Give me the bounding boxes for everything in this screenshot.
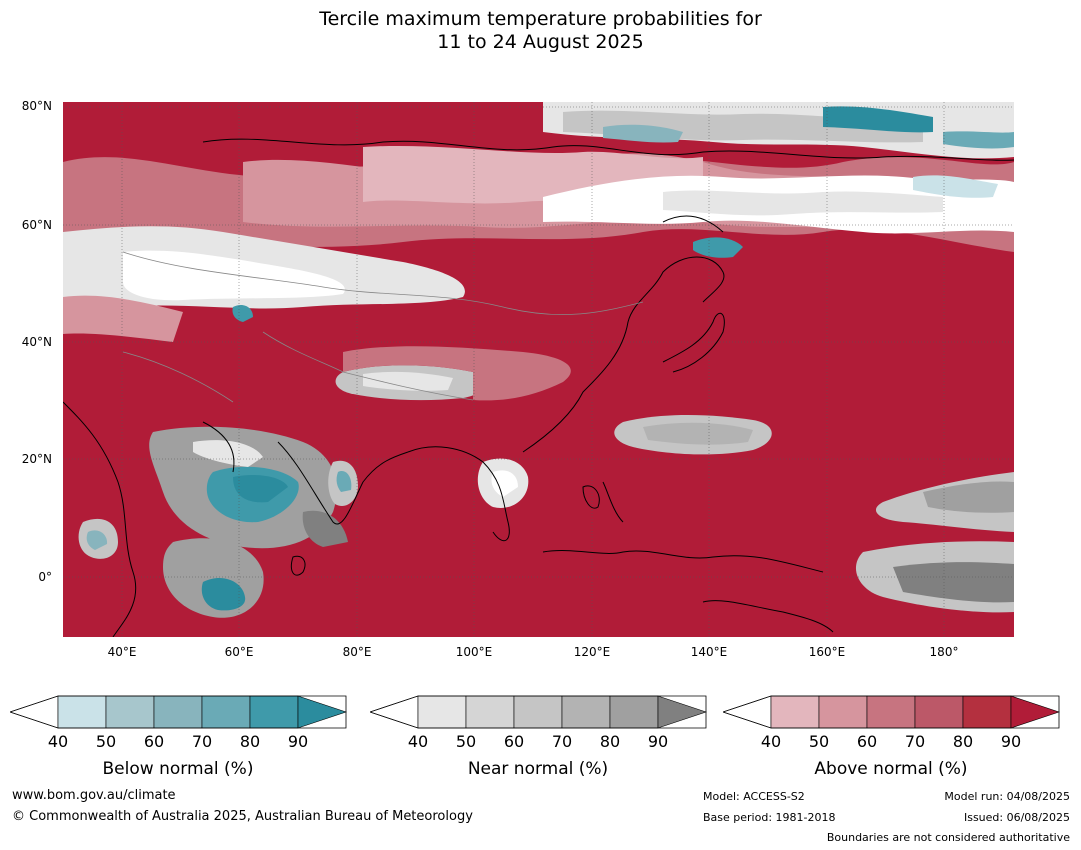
graticule	[63, 102, 1014, 637]
copyright-text: © Commonwealth of Australia 2025, Austra…	[12, 809, 473, 824]
near-tick-70: 70	[551, 732, 573, 751]
lon-label-160e: 160°E	[808, 645, 846, 659]
below-tick-40: 40	[47, 732, 69, 751]
lon-label-100e: 100°E	[455, 645, 493, 659]
above-tick-40: 40	[760, 732, 782, 751]
west-pacific-grey-dark	[643, 422, 753, 445]
country-borders	[122, 251, 644, 403]
east-pacific-grey-4	[893, 562, 1014, 603]
above-cbar-seg-3	[866, 695, 916, 729]
title-line-1: Tercile maximum temperature probabilitie…	[319, 8, 762, 30]
model-text: Model: ACCESS-S2	[703, 790, 805, 803]
below-cbar-outline	[10, 695, 347, 729]
above-tick-70: 70	[904, 732, 926, 751]
below-cbar-seg-3	[153, 695, 203, 729]
below-tick-80: 80	[239, 732, 261, 751]
lon-label-40e: 40°E	[107, 645, 137, 659]
lon-label-120e: 120°E	[573, 645, 611, 659]
near-cbar-seg-5	[609, 695, 659, 729]
near-tick-60: 60	[503, 732, 525, 751]
east-siberia-light-blue	[913, 175, 998, 198]
below-tick-90: 90	[287, 732, 309, 751]
above-cbar-seg-1	[770, 695, 820, 729]
lat-label-60n: 60°N	[21, 218, 52, 232]
lon-label-140e: 140°E	[690, 645, 728, 659]
map-canvas	[63, 102, 1014, 637]
below-normal-colorbar	[10, 695, 347, 729]
near-tick-40: 40	[407, 732, 429, 751]
below-tick-70: 70	[191, 732, 213, 751]
lat-label-0: 0°	[38, 570, 52, 584]
arctic-below-normal-3	[603, 124, 683, 143]
below-cbar-seg-5	[249, 695, 299, 729]
arabian-sea-dark-blue	[233, 475, 288, 503]
above-cbar-seg-2	[818, 695, 868, 729]
above-tick-90: 90	[1000, 732, 1022, 751]
coastlines	[63, 138, 1014, 637]
above-cbar-arrow-high	[1010, 695, 1060, 729]
indochina-white	[491, 470, 518, 497]
below-cbar-seg-1	[57, 695, 107, 729]
near-cbar-seg-3	[513, 695, 563, 729]
below-cbar-arrow-low	[10, 695, 59, 729]
above-cbar-seg-5	[962, 695, 1012, 729]
above-cbar-arrow-low	[723, 695, 772, 729]
near-normal-caption: Near normal (%)	[467, 759, 609, 779]
below-cbar-seg-4	[201, 695, 251, 729]
below-cbar-seg-2	[105, 695, 155, 729]
above-normal-colorbar	[723, 695, 1060, 729]
below-cbar-arrow-high	[297, 695, 347, 729]
near-tick-80: 80	[599, 732, 621, 751]
issued-text: Issued: 06/08/2025	[963, 811, 1070, 824]
below-normal-caption: Below normal (%)	[102, 759, 254, 779]
west-asia-pink	[63, 295, 183, 342]
above-normal-caption: Above normal (%)	[814, 759, 968, 779]
lat-label-80n: 80°N	[21, 99, 52, 113]
lon-label-80e: 80°E	[342, 645, 372, 659]
title-line-2: 11 to 24 August 2025	[437, 31, 644, 53]
arctic-below-normal-2	[943, 131, 1014, 149]
arctic-below-normal-1	[823, 106, 933, 133]
siberia-near-normal	[663, 190, 943, 216]
above-tick-80: 80	[952, 732, 974, 751]
above-cbar-seg-4	[914, 695, 964, 729]
above-cbar-outline	[723, 695, 1060, 729]
near-cbar-seg-2	[465, 695, 515, 729]
probability-map	[63, 102, 1014, 637]
bay-grey	[302, 510, 348, 547]
below-tick-60: 60	[143, 732, 165, 751]
lon-label-180: 180°	[929, 645, 959, 659]
near-tick-90: 90	[647, 732, 669, 751]
near-cbar-seg-4	[561, 695, 611, 729]
arabian-sea-light	[193, 440, 263, 467]
near-cbar-arrow-low	[370, 695, 419, 729]
below-tick-50: 50	[95, 732, 117, 751]
near-tick-50: 50	[455, 732, 477, 751]
lat-label-40n: 40°N	[21, 335, 52, 349]
east-pacific-grey-2	[923, 481, 1014, 513]
lat-label-20n: 20°N	[21, 452, 52, 466]
base-period-text: Base period: 1981-2018	[703, 811, 836, 824]
near-cbar-arrow-high	[657, 695, 707, 729]
map-title: Tercile maximum temperature probabilitie…	[0, 8, 1081, 54]
above-tick-60: 60	[856, 732, 878, 751]
china-pink	[343, 346, 571, 401]
model-run-text: Model run: 04/08/2025	[944, 790, 1070, 803]
website-link[interactable]: www.bom.gov.au/climate	[12, 788, 176, 803]
lake-balkhash-blue	[232, 305, 253, 322]
disclaimer-text: Boundaries are not considered authoritat…	[826, 831, 1070, 844]
indian-ocean-blue	[201, 577, 246, 611]
above-tick-50: 50	[808, 732, 830, 751]
near-cbar-outline	[370, 695, 707, 729]
central-asia-white	[123, 250, 345, 301]
okhotsk-blue	[693, 237, 743, 258]
near-normal-colorbar	[370, 695, 707, 729]
bay-bengal-blue	[336, 471, 352, 492]
tibet-light	[363, 371, 453, 391]
near-cbar-seg-1	[417, 695, 467, 729]
east-africa-blue	[86, 530, 108, 550]
lon-label-60e: 60°E	[224, 645, 254, 659]
